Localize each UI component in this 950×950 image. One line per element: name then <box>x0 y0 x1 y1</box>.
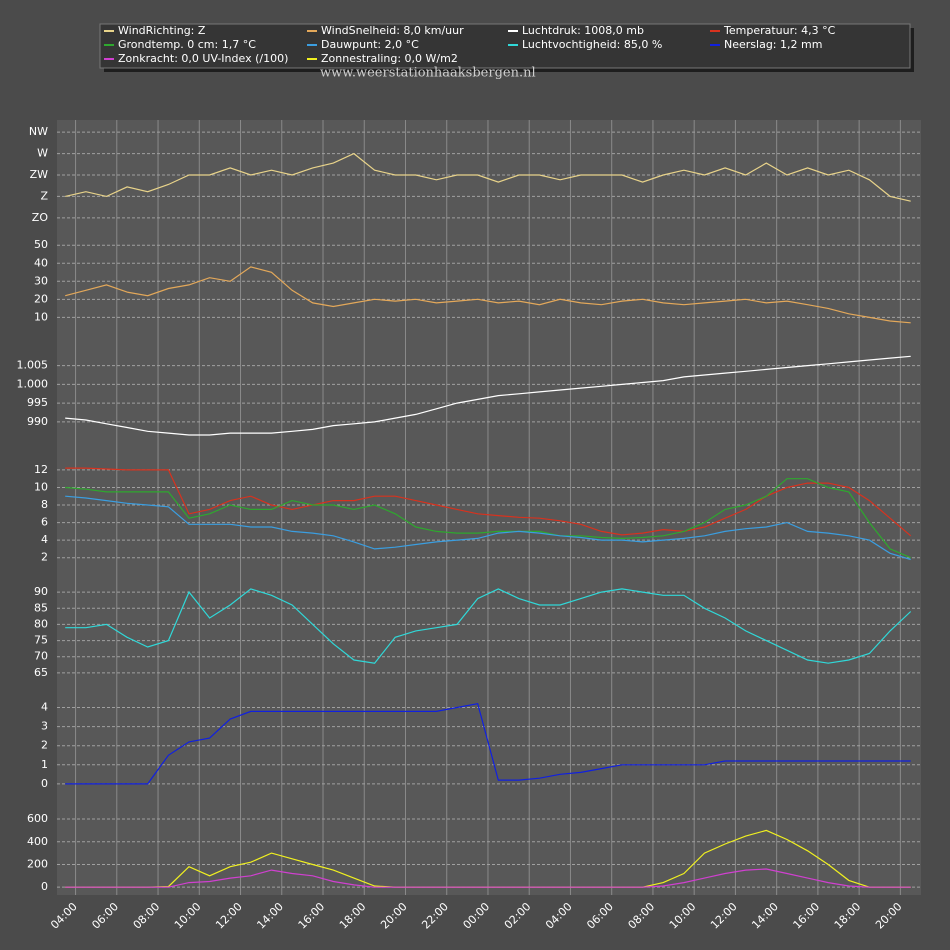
y-tick-label: 1.000 <box>17 377 49 390</box>
y-tick-label: 90 <box>34 585 48 598</box>
legend-label: Grondtemp. 0 cm: 1,7 °C <box>118 38 256 51</box>
y-tick-label: 1 <box>41 758 48 771</box>
y-tick-label: 400 <box>27 835 48 848</box>
legend-box <box>99 23 911 69</box>
y-tick-label: 80 <box>34 617 48 630</box>
legend-label: Zonkracht: 0,0 UV-Index (/100) <box>118 52 288 65</box>
y-tick-label: 10 <box>34 480 48 493</box>
y-tick-label: NW <box>29 125 48 138</box>
y-tick-label: 85 <box>34 601 48 614</box>
y-tick-label: 30 <box>34 274 48 287</box>
y-tick-label: 3 <box>41 720 48 733</box>
y-tick-label: 995 <box>27 396 48 409</box>
y-tick-label: 50 <box>34 238 48 251</box>
y-tick-label: 0 <box>41 777 48 790</box>
y-tick-label: 70 <box>34 650 48 663</box>
y-tick-label: 200 <box>27 857 48 870</box>
y-tick-label: ZW <box>30 168 49 181</box>
legend-label: WindRichting: Z <box>118 24 206 37</box>
series-line <box>65 478 911 559</box>
y-tick-label: 0 <box>41 880 48 893</box>
y-tick-label: 2 <box>41 739 48 752</box>
y-tick-label: 20 <box>34 292 48 305</box>
y-tick-label: 8 <box>41 498 48 511</box>
watermark: www.weerstationhaaksbergen.nl <box>320 66 536 81</box>
legend-label: Dauwpunt: 2,0 °C <box>321 38 419 51</box>
series-line <box>65 152 911 202</box>
legend-label: Luchtvochtigheid: 85,0 % <box>522 38 662 51</box>
y-tick-label: 990 <box>27 415 48 428</box>
y-tick-label: 1.005 <box>17 359 49 372</box>
y-tick-label: ZO <box>32 211 49 224</box>
legend-label: Luchtdruk: 1008,0 mb <box>522 24 644 37</box>
y-tick-label: 4 <box>41 701 48 714</box>
legend-label: Zonnestraling: 0,0 W/m2 <box>321 52 458 65</box>
y-tick-label: 12 <box>34 463 48 476</box>
series-line <box>65 467 912 537</box>
y-tick-label: W <box>37 147 48 160</box>
series-line <box>65 868 911 888</box>
y-tick-label: 600 <box>27 812 48 825</box>
y-tick-label: Z <box>40 189 48 202</box>
y-tick-label: 65 <box>34 666 48 679</box>
y-tick-label: 75 <box>34 634 48 647</box>
y-tick-label: 2 <box>41 551 48 564</box>
y-tick-label: 6 <box>41 516 48 529</box>
series-line <box>65 703 911 785</box>
legend-label: WindSnelheid: 8,0 km/uur <box>321 24 464 37</box>
y-tick-label: 10 <box>34 310 48 323</box>
y-tick-label: 40 <box>34 256 48 269</box>
y-tick-label: 4 <box>41 533 48 546</box>
legend-label: Temperatuur: 4,3 °C <box>723 24 836 37</box>
series-line <box>65 266 911 324</box>
series-line <box>65 495 911 561</box>
series-line <box>65 355 911 436</box>
series-line <box>65 588 912 664</box>
legend-label: Neerslag: 1,2 mm <box>724 38 822 51</box>
